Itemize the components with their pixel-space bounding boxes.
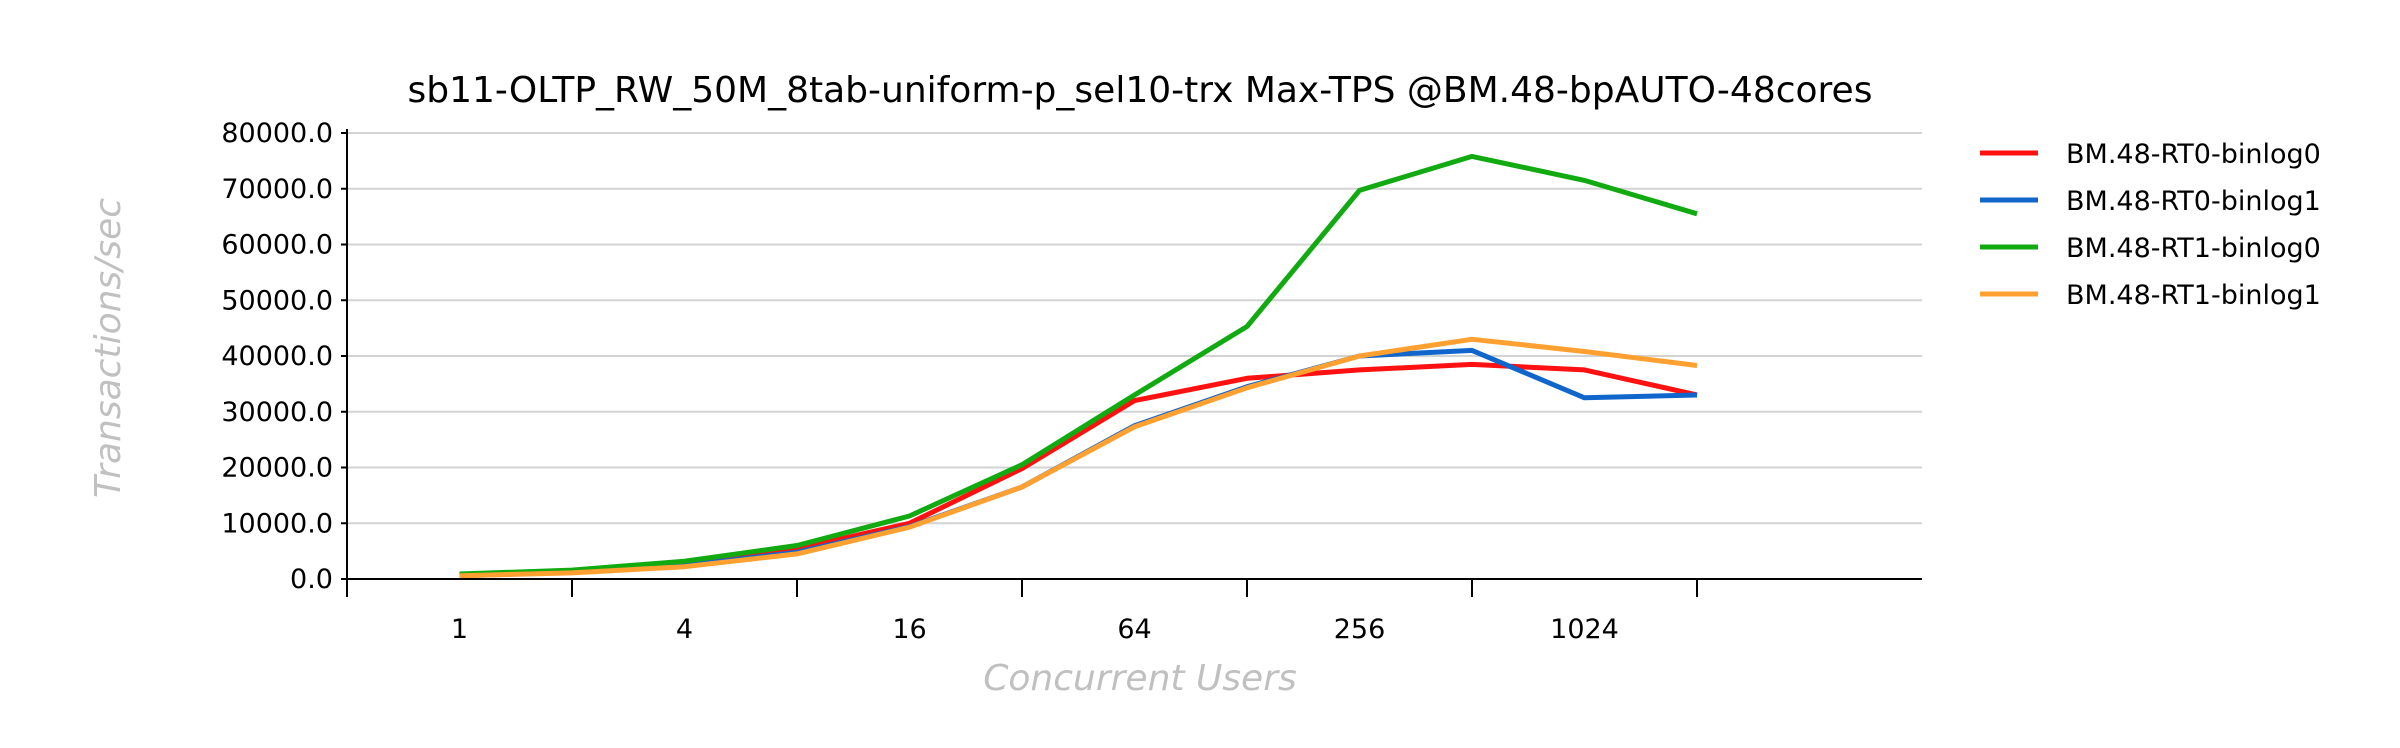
y-tick-label: 80000.0 (221, 118, 333, 149)
series-lines (459, 153, 1698, 579)
y-tick-label: 40000.0 (221, 341, 333, 372)
series-line-2 (459, 347, 1698, 579)
chart-title: sb11-OLTP_RW_50M_8tab-uniform-p_sel10-tr… (408, 70, 1873, 111)
x-axis-title: Concurrent Users (983, 658, 1297, 699)
y-tick-label: 50000.0 (221, 285, 333, 316)
y-tick-label: 60000.0 (221, 230, 333, 261)
legend: BM.48-RT0-binlog0 BM.48-RT0-binlog1 BM.48-… (1980, 139, 2321, 311)
x-axis-ticks: 1 4 16 64 256 1024 (346, 579, 1698, 645)
y-tick-label: 20000.0 (221, 453, 333, 484)
y-tick-label: 70000.0 (221, 174, 333, 205)
legend-label: BM.48-RT1-binlog0 (2066, 233, 2321, 264)
x-tick-label: 1 (451, 614, 468, 645)
y-tick-label: 10000.0 (221, 508, 333, 539)
x-tick-label: 1024 (1550, 614, 1619, 645)
series-line-1 (459, 361, 1698, 577)
y-axis-ticks: 0.0 10000.0 20000.0 30000.0 40000.0 50000.0 60… (221, 118, 347, 595)
series-line-4 (459, 336, 1698, 579)
y-axis-title: Transactions/sec (88, 198, 129, 498)
x-tick-label: 4 (676, 614, 693, 645)
legend-label: BM.48-RT0-binlog0 (2066, 139, 2321, 170)
x-tick-label: 16 (892, 614, 926, 645)
legend-label: BM.48-RT0-binlog1 (2066, 186, 2321, 217)
legend-label: BM.48-RT1-binlog1 (2066, 280, 2321, 311)
y-tick-label: 30000.0 (221, 397, 333, 428)
grid (347, 132, 1922, 525)
x-tick-label: 64 (1117, 614, 1151, 645)
x-tick-label: 256 (1334, 614, 1386, 645)
axes (346, 129, 1922, 580)
series-line-3 (459, 153, 1698, 577)
y-tick-label: 0.0 (290, 564, 333, 595)
